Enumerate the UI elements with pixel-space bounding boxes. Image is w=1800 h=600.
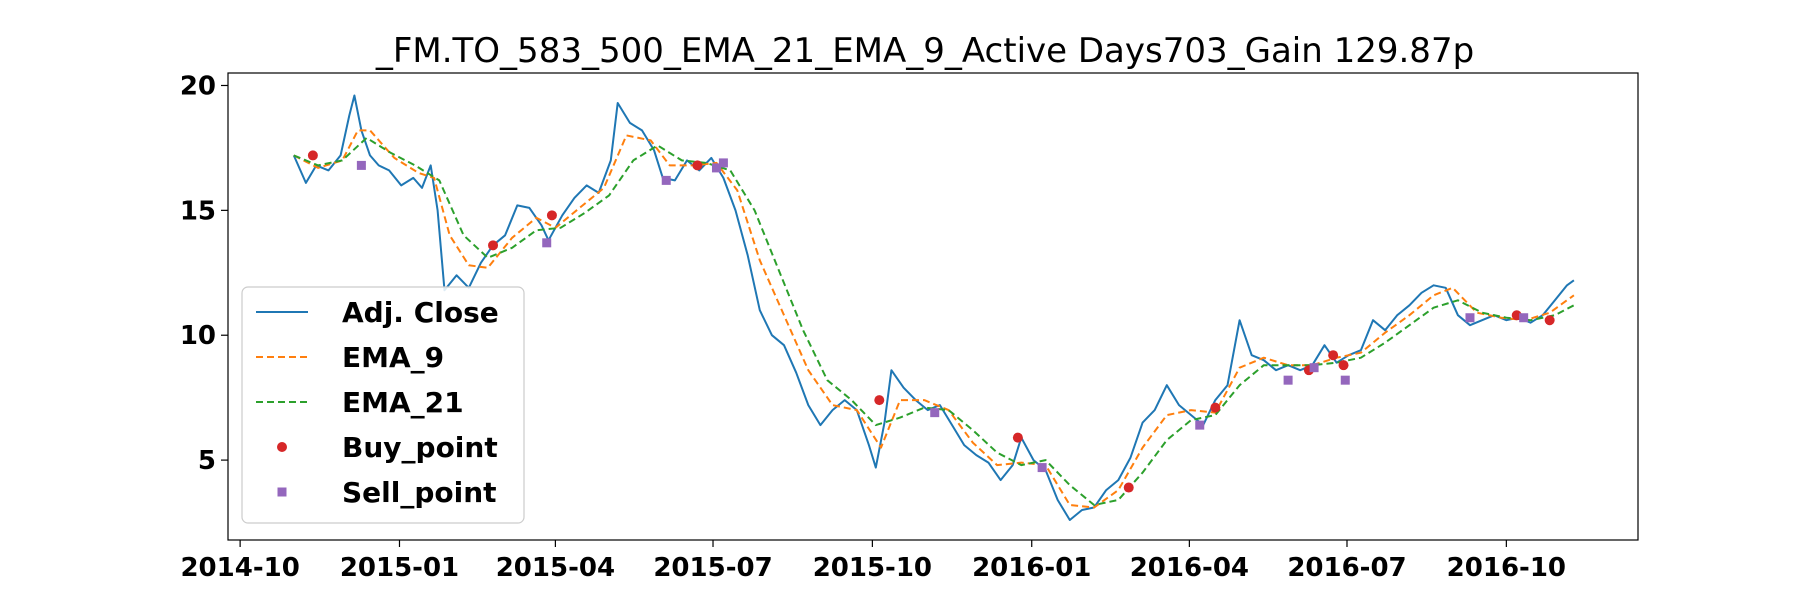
series-line-ema-21 [293,136,1575,506]
chart-title: _FM.TO_583_500_EMA_21_EMA_9_Active Days7… [375,31,1474,71]
sell-point-marker [1309,363,1319,373]
x-tick-label: 2016-01 [972,553,1091,583]
sell-point-marker [356,160,366,170]
sell-point-marker [1465,313,1475,323]
legend-label-ema-21: EMA_21 [342,386,464,419]
sell-point-marker [1283,375,1293,385]
plot-frame [227,72,1639,541]
buy-point-marker [692,160,703,171]
series-line-adj-close [292,94,1575,521]
buy-point-marker [1328,350,1339,361]
legend-swatch-buy-point [277,442,287,452]
buy-point-marker [307,150,318,161]
y-tick-label: 20 [180,71,216,101]
legend: Adj. Close EMA_9 EMA_21 Buy_point Sell_point [241,286,525,524]
buy-point-marker [1123,482,1134,493]
sell-point-marker [711,163,721,173]
buy-point-marker [1012,432,1023,443]
x-tick-label: 2016-10 [1447,553,1566,583]
x-tick-label: 2016-07 [1287,553,1406,583]
legend-label-buy-point: Buy_point [342,431,498,464]
legend-label-sell-point: Sell_point [342,476,497,509]
sell-point-marker [1037,463,1047,473]
sell-point-marker [1195,420,1205,430]
sell-point-marker [661,175,671,185]
buy-point-marker [1210,402,1221,413]
sell-point-marker [1340,375,1350,385]
legend-label-adj-close: Adj. Close [342,296,499,329]
sell-point-marker [1519,313,1529,323]
x-tick-label: 2016-04 [1130,553,1249,583]
x-tick-label: 2015-07 [653,553,772,583]
buy-point-marker [546,210,557,221]
buy-point-marker [488,240,499,251]
buy-point-marker [1338,360,1349,371]
buy-point-marker [1544,315,1555,326]
y-tick-label: 10 [180,321,216,351]
x-tick-label: 2015-04 [496,553,615,583]
x-tick-label: 2015-10 [813,553,932,583]
sell-point-marker [718,158,728,168]
x-tick-label: 2015-01 [340,553,459,583]
legend-box [241,286,525,524]
buy-point-marker [874,395,885,406]
legend-label-ema-9: EMA_9 [342,341,444,374]
series-line-ema-9 [293,129,1575,509]
axes: 5 10 15 20 2014-10 2015-01 2015-04 2015-07 2015-… [180,71,1639,583]
sell-point-marker [542,238,552,248]
legend-swatch-sell-point [277,487,287,497]
sell-point-marker [930,408,940,418]
plot-area [292,94,1575,521]
y-tick-label: 15 [180,196,216,226]
x-tick-label: 2014-10 [180,553,299,583]
y-tick-label: 5 [198,446,216,476]
